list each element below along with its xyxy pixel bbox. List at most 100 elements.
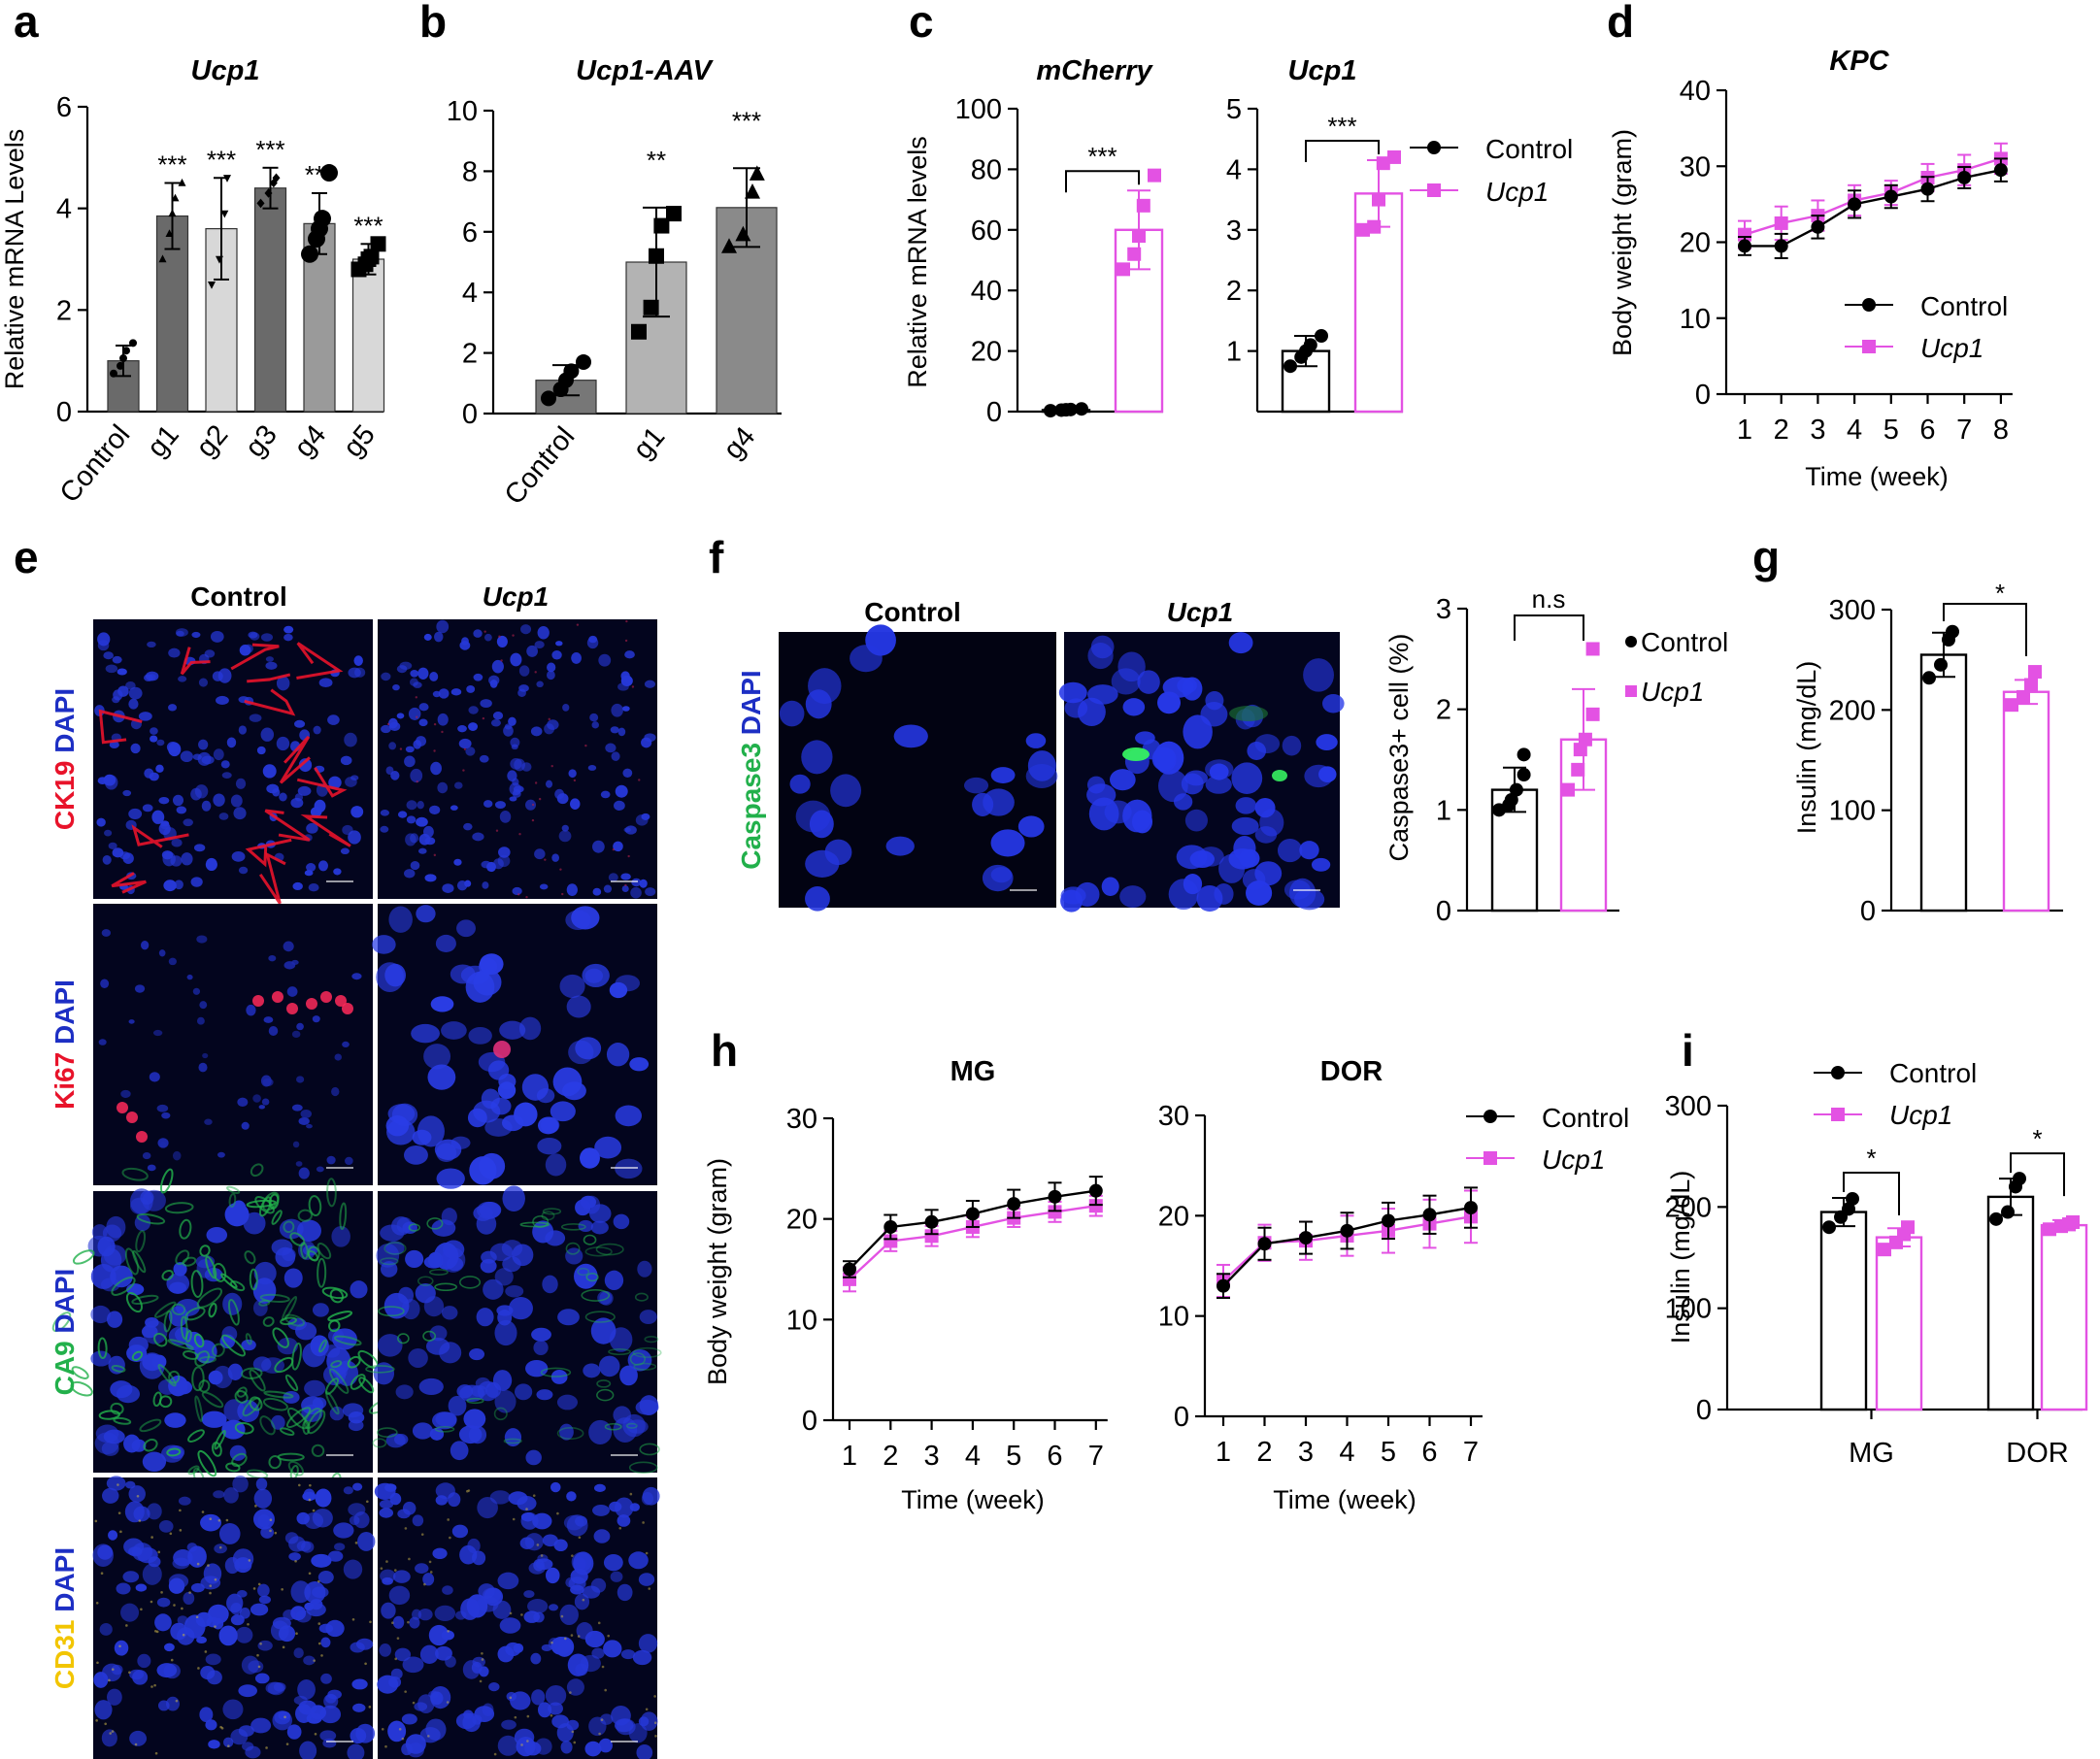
ck19-stain [98,709,143,745]
y-tick-label: 1 [1436,795,1451,826]
nucleus [348,1503,366,1516]
data-point [883,1234,898,1248]
nucleus [142,1563,162,1585]
nucleus [201,800,212,812]
nucleus [441,1247,466,1273]
x-tick-label: g4 [288,419,332,463]
nucleus [437,781,449,794]
nucleus [535,1558,553,1571]
ca9-membrane [198,1379,211,1393]
nucleus [147,1164,156,1172]
nucleus [343,1486,353,1495]
ca9-membrane [330,1360,343,1369]
nucleus [161,1444,183,1463]
nucleus [162,851,176,867]
nucleus [108,842,117,849]
ck19-stain [296,642,344,680]
panel-label-b: b [419,0,447,47]
ca9-membrane [326,1178,337,1208]
nucleus [265,656,274,662]
cd31-speck [601,1665,605,1669]
panel-label-g: g [1752,532,1780,582]
ca9-membrane [220,1273,238,1289]
nucleus [304,1379,326,1397]
bar [1819,1211,1868,1411]
nucleus [1259,809,1284,837]
ca9-membrane [236,1386,248,1398]
cd31-speck [447,1518,450,1521]
chart-a: 0 2 4 6 Ucp1 Relative mRNA Levels Control *** g1… [0,55,386,509]
ca9-membrane [161,1269,174,1281]
ck19-speck [433,853,437,857]
nucleus [990,829,1025,857]
nucleus [114,1640,129,1656]
y-tick-label: 20 [1158,1201,1189,1232]
x-tick-label: g3 [240,419,283,463]
nucleus [611,751,620,761]
nucleus [158,949,166,957]
nucleus [174,880,183,890]
nucleus [244,644,253,653]
significance-bracket [1943,603,2027,656]
nucleus [298,1167,310,1179]
nucleus [317,860,328,872]
nucleus [125,681,136,690]
nucleus [306,1123,313,1129]
nucleus [112,655,122,664]
nucleus [1184,770,1208,786]
nucleus [190,1582,205,1593]
nucleus [448,1395,467,1416]
nucleus [164,1412,186,1428]
nucleus [548,1702,563,1715]
nucleus [276,736,290,751]
nucleus [310,1705,326,1720]
nucleus [1101,877,1119,897]
row-label-e-3: CA9 DAPI [50,1269,80,1396]
nucleus [94,1432,119,1455]
ca9-membrane [111,1365,126,1373]
nucleus [592,887,602,896]
ca9-membrane [302,1419,311,1435]
nucleus [204,1118,213,1125]
nucleus [492,1600,512,1619]
cd31-speck [573,1741,577,1744]
nucleus [469,1156,497,1185]
nucleus [293,1647,304,1659]
nucleus [237,1097,249,1108]
nucleus [429,1427,445,1441]
significance-label: *** [1087,142,1117,171]
ca9-membrane [131,1294,159,1305]
cd31-speck [179,1509,182,1512]
nucleus [568,769,577,779]
nucleus [97,1544,114,1560]
ca9-membrane [291,1343,302,1371]
nucleus [439,1342,462,1364]
nucleus [417,667,429,680]
ca9-membrane [175,1249,190,1266]
nucleus [101,1729,117,1747]
cd31-speck [150,1600,153,1604]
cd31-speck [381,1728,384,1731]
ca9-membrane [285,1407,312,1429]
nucleus [447,1492,461,1508]
nucleus [286,986,298,997]
nucleus [191,631,201,639]
x-tick-label: 3 [1298,1437,1314,1468]
nucleus [422,1573,435,1586]
x-axis-label: Time (week) [901,1485,1045,1514]
nucleus [262,764,277,779]
data-point [1422,1208,1437,1222]
nucleus [202,1052,209,1059]
nucleus [134,984,146,993]
nucleus [103,651,114,660]
significance-label: *** [305,160,334,189]
nucleus [403,1145,428,1165]
nucleus [129,1730,148,1746]
nucleus [566,1514,588,1537]
nucleus [499,1020,526,1040]
nucleus [473,969,502,996]
nucleus [465,747,476,756]
nucleus [109,741,119,748]
cd31-speck [317,1579,320,1583]
nucleus [450,1441,469,1461]
